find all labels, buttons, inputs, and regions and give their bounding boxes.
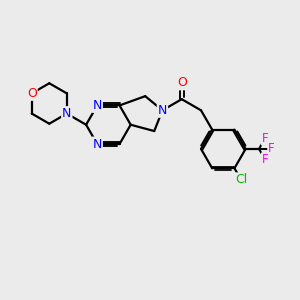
Text: N: N — [62, 107, 71, 120]
Text: O: O — [27, 87, 37, 100]
Text: F: F — [268, 142, 275, 155]
Text: F: F — [262, 153, 268, 166]
Text: N: N — [93, 99, 102, 112]
Text: F: F — [262, 132, 268, 145]
Text: N: N — [158, 104, 167, 117]
Text: O: O — [177, 76, 187, 89]
Text: Cl: Cl — [235, 173, 247, 186]
Text: N: N — [93, 137, 102, 151]
